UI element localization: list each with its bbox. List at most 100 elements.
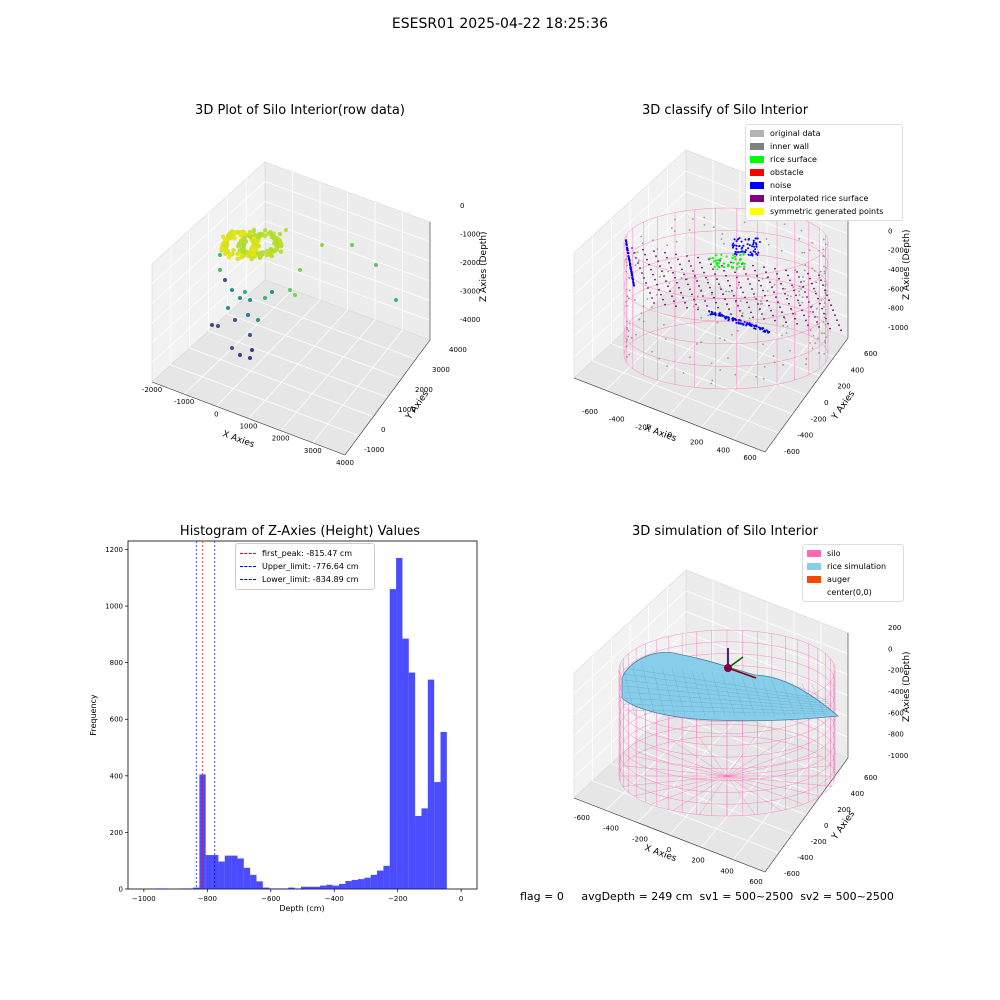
classify-wall-point — [736, 287, 739, 290]
classify-wall-point — [816, 315, 819, 318]
classify-wall-point — [716, 268, 719, 271]
raw-point — [248, 333, 252, 337]
classify-wall-point — [801, 276, 804, 278]
raw-point — [228, 251, 233, 257]
simulation-rice-surface — [621, 651, 839, 722]
simulation-ytick: 0 — [824, 822, 828, 830]
classify-interp-point — [705, 276, 707, 279]
classify-interp-point — [758, 279, 760, 282]
histogram-legend: first_peak: -815.47 cm Upper_limit: -776.… — [235, 543, 375, 590]
simulation-legend-item: center(0,0) — [807, 586, 899, 599]
classify-interp-point — [644, 253, 646, 256]
classify-noise-point — [754, 248, 757, 251]
raw-3d-plot: -2000 -1000 0 1000 2000 3000 4000 -1000 0 1000 200… — [142, 161, 489, 467]
classify-interp-point — [637, 262, 639, 264]
classify-wall-point — [803, 280, 805, 283]
classify-noise-point — [731, 244, 734, 247]
classify-interp-point — [780, 282, 782, 285]
raw-point — [226, 232, 232, 237]
raw-ytick: 3000 — [432, 366, 450, 374]
simulation-legend-label: center(0,0) — [827, 588, 872, 597]
classify-wall-point — [640, 312, 643, 315]
classify-interp-point — [785, 321, 787, 324]
classify-wall-point — [723, 242, 725, 245]
classify-rice-point — [714, 254, 717, 257]
classify-legend-swatch — [750, 169, 764, 176]
classify-interp-point — [663, 275, 665, 278]
simulation-ylabel: Y Axies — [830, 809, 858, 842]
histogram-chart: −1000 −800 −600 −400 −200 0 0 200 400 600 800 1000 1… — [89, 540, 478, 913]
classify-rice-point — [714, 259, 717, 262]
classify-wall-point — [784, 287, 786, 290]
simulation-ztick: -600 — [888, 709, 904, 717]
classify-wall-point — [763, 365, 766, 368]
classify-interp-point — [670, 266, 672, 269]
classify-noise-point — [743, 251, 746, 254]
classify-interp-point — [746, 301, 748, 304]
classify-interp-point — [789, 279, 791, 282]
y-axis-line — [344, 339, 431, 456]
simulation-ztick: -200 — [888, 667, 904, 675]
classify-interp-point — [821, 307, 823, 310]
auger-x-arrow — [727, 667, 757, 679]
classify-noise-point — [738, 237, 741, 240]
classify-interp-point — [696, 280, 698, 282]
classify-interp-point — [681, 268, 683, 271]
classify-noise-point — [722, 314, 725, 317]
raw-point — [278, 232, 282, 236]
classify-noise-point — [743, 320, 746, 323]
classify-noise-point — [747, 253, 750, 256]
classify-noise-point — [755, 243, 758, 246]
classify-interp-point — [761, 313, 763, 315]
classify-noise-point — [735, 244, 738, 247]
classify-rice-point — [743, 265, 746, 268]
rice-mesh-line — [623, 667, 831, 701]
classify-interp-point — [808, 301, 810, 303]
raw-xtick: 2000 — [272, 435, 290, 443]
classify-rice-point — [708, 257, 712, 260]
histogram-bar — [364, 877, 371, 889]
rice-surface — [621, 651, 839, 722]
classify-wall-point — [700, 316, 703, 319]
classify-interp-point — [664, 303, 666, 306]
classify-wall-point — [637, 260, 640, 262]
classify-wall-point — [824, 243, 827, 246]
rice-mesh-line — [681, 669, 696, 717]
grid-line — [151, 181, 266, 284]
classify-noise-point — [749, 254, 752, 257]
classify-interp-point — [650, 268, 652, 271]
classify-noise-point — [754, 327, 757, 330]
classify-interp-point — [657, 260, 659, 263]
classify-interp-point — [815, 292, 817, 295]
classify-interp-point — [686, 306, 688, 309]
classify-wall-point — [719, 337, 721, 340]
silo-floor-spoke — [698, 737, 728, 777]
classify-wall-point — [625, 345, 628, 348]
classify-rice-point — [711, 257, 715, 260]
classify-interp-point — [782, 287, 784, 290]
classify-rice-point — [719, 257, 722, 260]
classify-noise-point — [750, 325, 753, 328]
classify-interp-point — [714, 273, 716, 276]
classify-plot-title: 3D classify of Silo Interior — [641, 103, 809, 118]
simulation-legend-swatch — [807, 563, 821, 570]
classify-wall-point — [723, 339, 726, 342]
silo-floor-spoke — [633, 755, 728, 777]
raw-point — [251, 239, 257, 244]
classify-wall-point — [822, 248, 825, 251]
classify-interp-point — [785, 269, 787, 272]
classify-ztick: -1000 — [888, 324, 908, 332]
classify-interp-point — [659, 265, 661, 268]
classify-ztick: -400 — [888, 266, 904, 274]
classify-noise-point — [728, 318, 731, 321]
classify-interp-point — [667, 285, 669, 288]
classify-interp-point — [792, 312, 794, 315]
classify-wall-point — [753, 296, 756, 299]
classify-wall-point — [642, 305, 645, 307]
classify-interp-point — [706, 305, 708, 307]
histogram-xtick-label: −600 — [261, 895, 280, 903]
classify-wall-point — [727, 357, 729, 359]
classify-wall-point — [736, 329, 739, 332]
classify-interp-point — [711, 291, 713, 294]
classify-legend-item: rice surface — [750, 153, 898, 166]
